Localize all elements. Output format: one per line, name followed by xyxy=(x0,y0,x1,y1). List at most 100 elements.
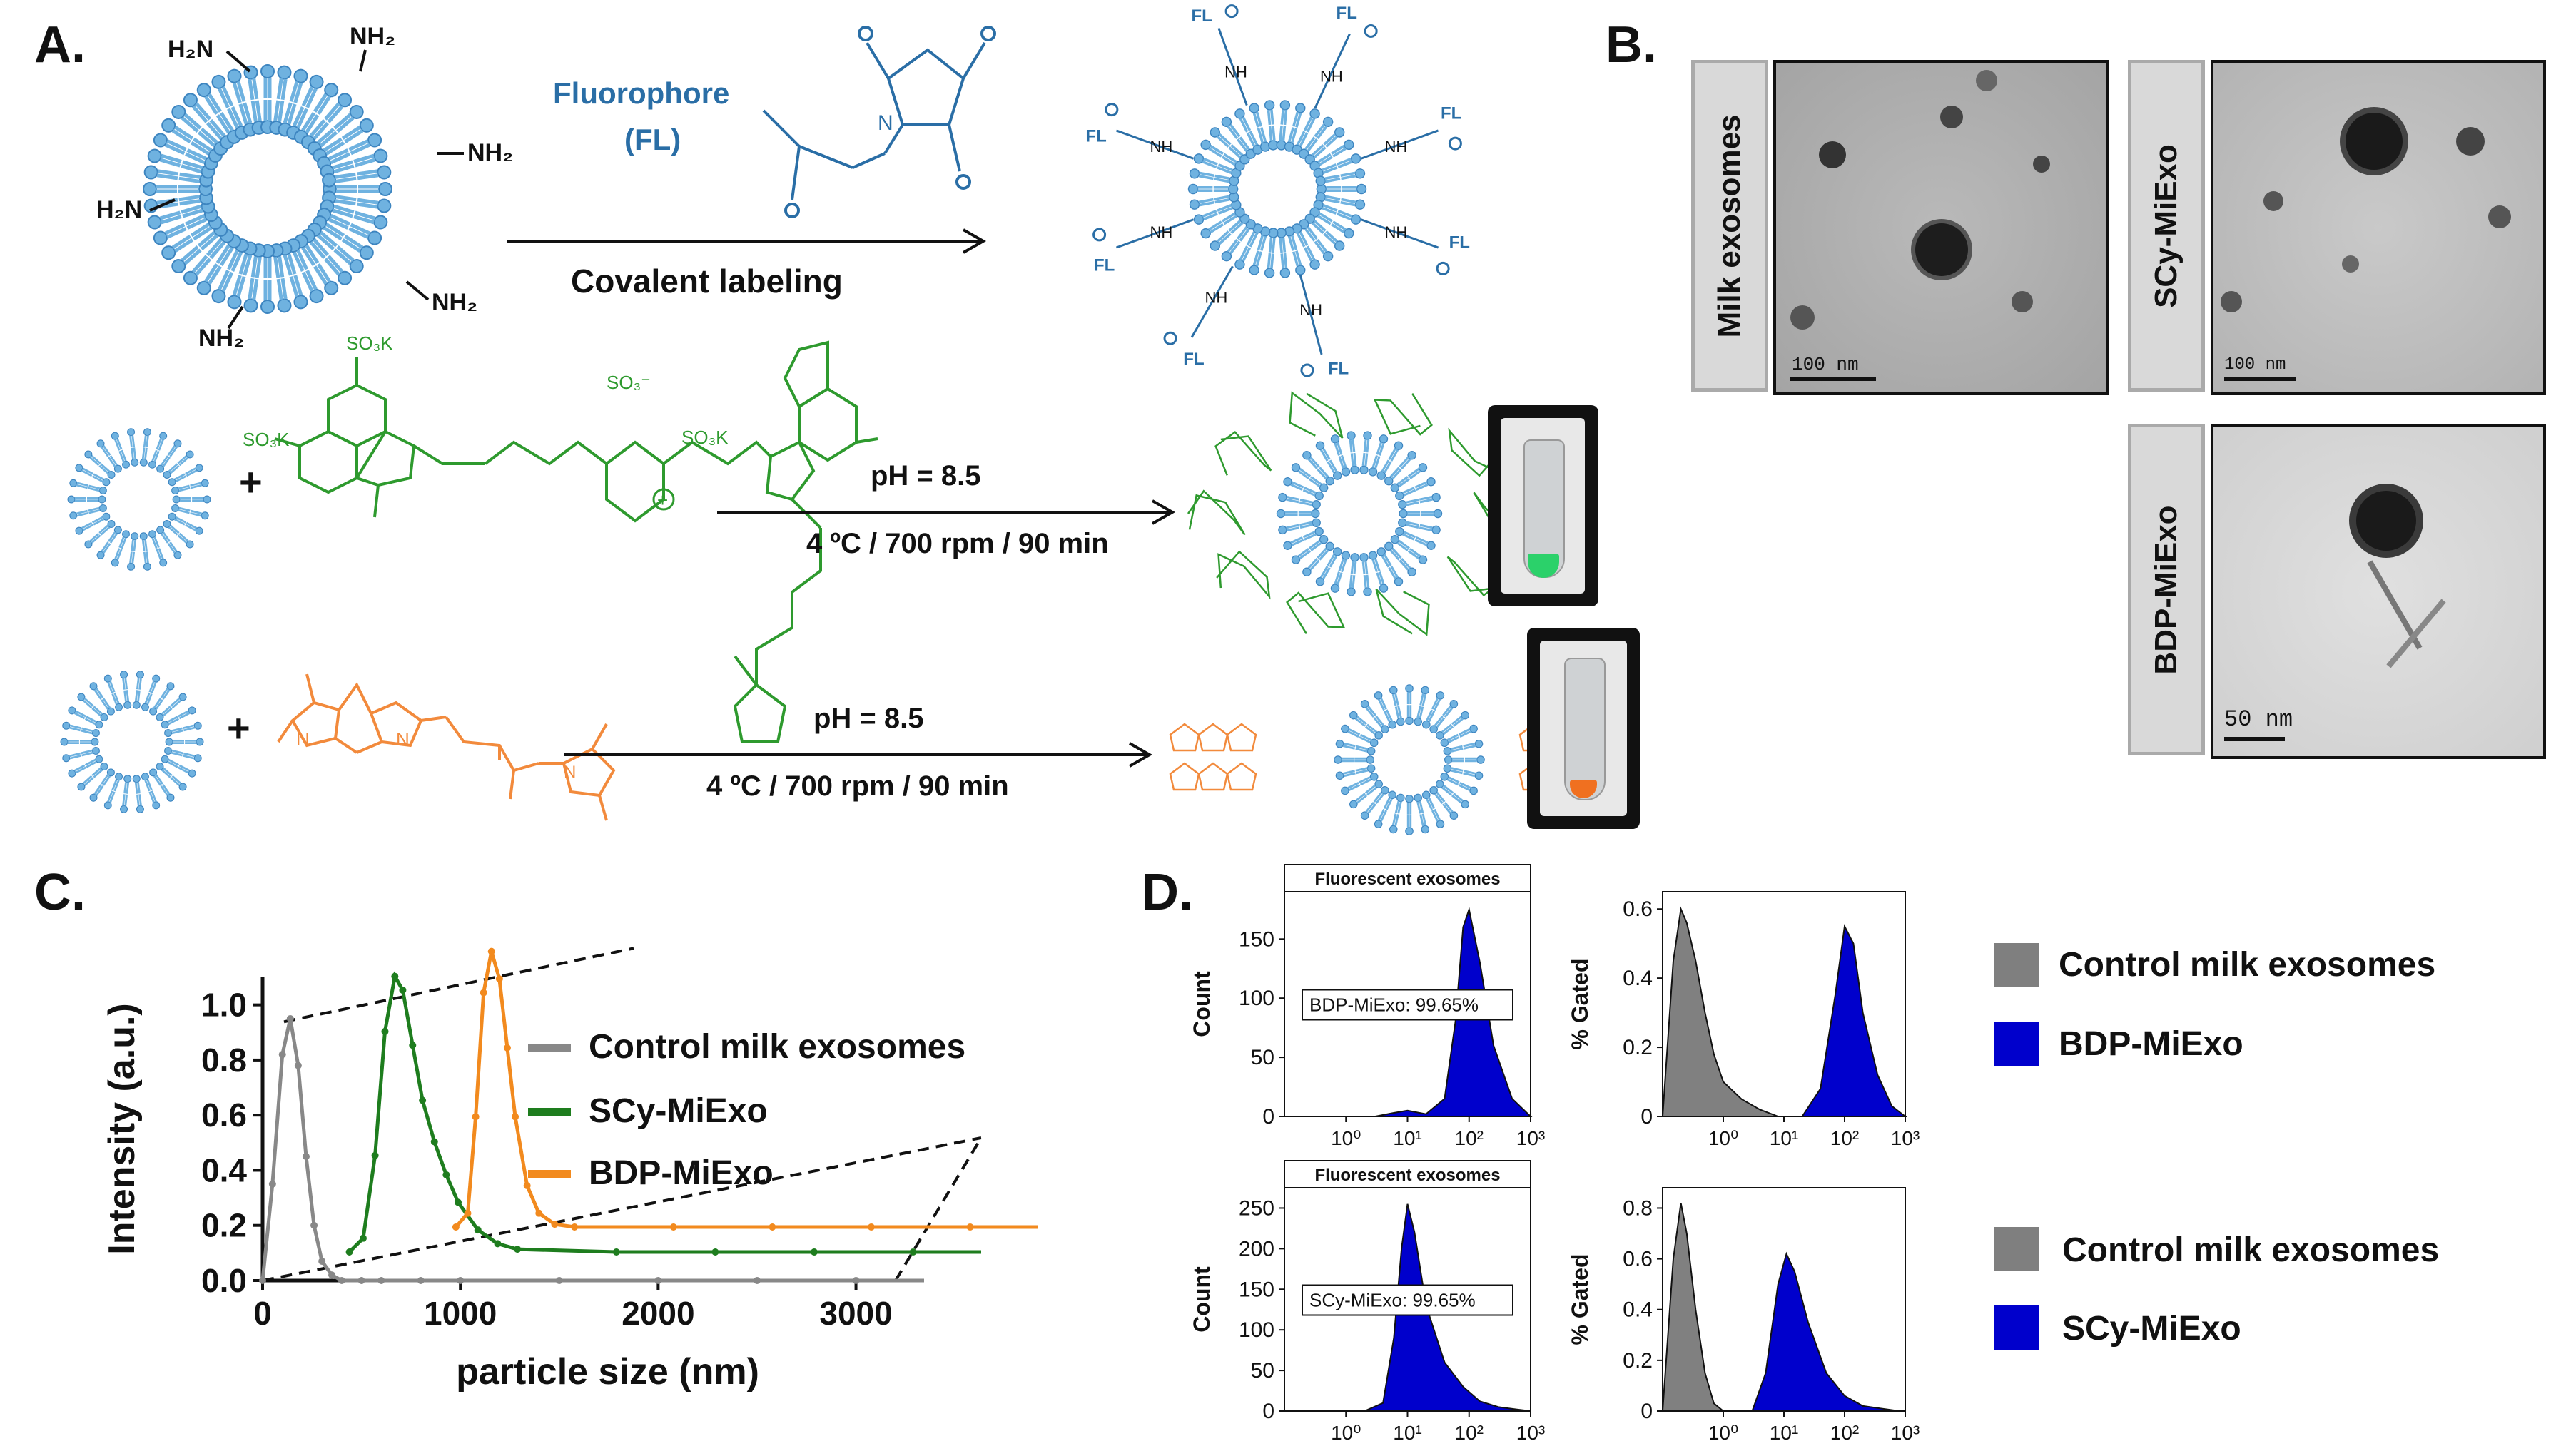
amide-nh-label: NH xyxy=(1150,138,1173,156)
histogram-area xyxy=(1800,924,1907,1117)
x-tick-label: 10¹ xyxy=(1770,1127,1798,1149)
series-point xyxy=(909,1248,917,1256)
legend-label-bdp: BDP-MiExo xyxy=(2059,1025,2243,1063)
carbonyl-o xyxy=(1224,4,1239,19)
plus-sign: + xyxy=(227,706,250,750)
series-point xyxy=(286,1014,294,1022)
y-tick-label: 150 xyxy=(1239,927,1274,951)
lipid-outer xyxy=(1440,800,1461,822)
lipid-outer xyxy=(1277,251,1292,280)
amide-bond xyxy=(1160,145,1195,160)
lipid-outer xyxy=(1385,564,1406,589)
lipid-outer xyxy=(143,183,177,195)
series-point xyxy=(377,1277,385,1284)
exosome-vesicle-bdp xyxy=(59,669,205,815)
fl-label: FL xyxy=(1183,350,1204,369)
tem-label-milk: Milk exosomes xyxy=(1691,60,1768,392)
amide-bond xyxy=(1115,230,1161,249)
y-tick-label: 0.6 xyxy=(1623,1248,1653,1271)
lipid-outer xyxy=(1396,555,1419,579)
series-point xyxy=(302,1153,310,1161)
amide-bond xyxy=(1160,218,1195,233)
scy-dye-sketch xyxy=(1216,550,1271,600)
lipid-outer xyxy=(191,494,212,504)
lipid-outer xyxy=(261,65,274,98)
x-tick-label: 2000 xyxy=(622,1295,694,1332)
y-tick-label: 0.2 xyxy=(201,1207,247,1244)
amide-nh-label: NH xyxy=(1205,289,1228,307)
lipid-outer xyxy=(1440,698,1461,720)
series-point xyxy=(966,1223,974,1231)
panel-label-c: C. xyxy=(34,864,86,921)
series-point xyxy=(381,1027,389,1035)
reaction-label: Covalent labeling xyxy=(571,263,843,300)
series-point xyxy=(409,1042,417,1049)
lipid-outer xyxy=(1345,429,1359,454)
series-point xyxy=(852,1277,860,1284)
positive-charge-icon xyxy=(652,488,675,511)
scale-bar-label: 50 nm xyxy=(2224,706,2293,733)
panel-a-scheme: H₂N NH₂ NH₂ H₂N NH₂ NH₂ Fluorophore (FL)… xyxy=(59,4,1606,836)
y-tick-label: 0.4 xyxy=(1623,967,1653,990)
y-tick-label: 100 xyxy=(1239,987,1274,1010)
scale-bar xyxy=(2224,737,2285,741)
lipid-outer xyxy=(176,762,198,780)
histogram-area xyxy=(1751,1251,1900,1412)
amine-label: NH₂ xyxy=(467,139,513,166)
lipid-outer xyxy=(274,65,292,100)
lipid-inner xyxy=(1358,551,1371,576)
lipid-outer xyxy=(1339,723,1362,740)
bodipy-sketch xyxy=(1197,723,1229,752)
exosome-labeled-vesicle xyxy=(1187,98,1368,280)
lipid-outer xyxy=(1456,723,1480,740)
lipid-outer xyxy=(183,519,206,537)
lipid-outer xyxy=(1334,738,1357,753)
amine-label: NH₂ xyxy=(198,325,244,352)
lipid-inner xyxy=(128,446,140,468)
lipid-outer xyxy=(1289,545,1313,567)
lipid-outer xyxy=(1461,767,1485,781)
plot-title: Fluorescent exosomes xyxy=(1314,870,1500,889)
series-point xyxy=(555,1277,563,1284)
fl-label: FL xyxy=(1192,6,1212,26)
series-point xyxy=(399,986,407,994)
lipid-outer xyxy=(143,165,178,183)
lipid-inner xyxy=(86,494,107,504)
lipid-outer xyxy=(1247,101,1266,130)
fl-label: FL xyxy=(1441,104,1461,123)
y-axis-title: Count xyxy=(1189,971,1214,1037)
plot-title-box xyxy=(1284,864,1531,892)
conditions-label: 4 ºC / 700 rpm / 90 min xyxy=(706,770,1009,802)
lipid-inner xyxy=(1347,452,1361,476)
series-point xyxy=(523,1182,531,1190)
scy-dye-sketch xyxy=(1289,391,1344,439)
lipid-outer xyxy=(1417,521,1442,536)
legend-swatch-bdp xyxy=(528,1170,571,1178)
lipid-outer xyxy=(1187,195,1216,212)
lipid-outer xyxy=(1373,432,1390,458)
lipid-outer xyxy=(1263,251,1277,280)
lipid-inner xyxy=(1444,755,1466,765)
series-point xyxy=(769,1223,776,1231)
lipid-outer xyxy=(158,782,177,804)
scy-dye-sketch xyxy=(1187,489,1246,536)
amine-label: NH₂ xyxy=(432,289,477,316)
y-axis-title: % Gated xyxy=(1567,958,1593,1049)
x-tick-label: 10⁰ xyxy=(1708,1422,1738,1444)
lipid-outer xyxy=(1406,460,1430,482)
amide-bond xyxy=(1308,309,1323,355)
lipid-outer xyxy=(183,737,205,747)
series-point xyxy=(464,1209,472,1217)
bdp-vial-photo xyxy=(1527,628,1640,829)
lipid-outer xyxy=(1334,206,1364,227)
lipid-outer xyxy=(68,507,90,521)
nhs-ester-structure xyxy=(762,26,996,218)
amide-nh-label: NH xyxy=(1384,223,1407,241)
dls-size-chart: 0.0 0.2 0.4 0.6 0.8 1.0 0 1000 2000 3000 particle … xyxy=(101,947,1038,1393)
fluorophore-label: (FL) xyxy=(624,123,681,156)
x-tick-label: 10² xyxy=(1455,1127,1484,1149)
series-point xyxy=(391,972,399,980)
series-point xyxy=(430,1138,438,1146)
y-axis-title: % Gated xyxy=(1567,1253,1593,1345)
lipid-outer xyxy=(1277,491,1302,506)
